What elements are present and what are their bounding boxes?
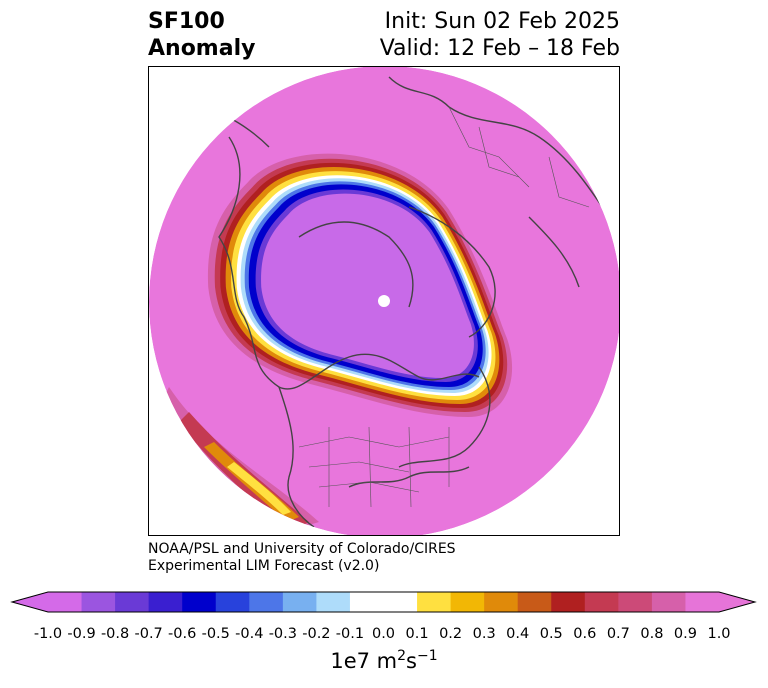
colorbar-tick-label: -0.4: [235, 626, 264, 642]
colorbar-tick-label: 0.9: [673, 626, 697, 642]
colorbar-cell: [81, 592, 116, 612]
colorbar-tick-label: 0.2: [439, 626, 463, 642]
colorbar-cell: [215, 592, 250, 612]
colorbar-cell: [685, 592, 720, 612]
central-low-core: [261, 193, 474, 378]
north-pole-marker: [378, 295, 390, 307]
colorbar-tick-label: 0.4: [506, 626, 530, 642]
data-credit: NOAA/PSL and University of Colorado/CIRE…: [148, 541, 456, 575]
colorbar-cell: [383, 592, 418, 612]
colorbar-cell: [115, 592, 150, 612]
units-base: 1e7 m: [330, 649, 398, 673]
colorbar-cell: [551, 592, 586, 612]
colorbar-tick-label: -0.5: [201, 626, 230, 642]
colorbar-tick-label: -0.6: [168, 626, 197, 642]
units-mid: s: [406, 649, 417, 673]
colorbar-tick-label: 0.3: [472, 626, 496, 642]
colorbar-outline: [10, 591, 757, 613]
colorbar-cell: [349, 592, 384, 612]
colorbar: [10, 591, 757, 613]
political-borders: [298, 106, 590, 508]
colorbar-max-extension: [719, 592, 755, 612]
map-title: SF100 Anomaly: [148, 8, 255, 62]
colorbar-tick-label: -0.8: [100, 626, 130, 642]
title-variable: SF100: [148, 9, 225, 34]
forecast-dates: Init: Sun 02 Feb 2025 Valid: 12 Feb – 18…: [380, 8, 620, 62]
colorbar-tick-label: 0.1: [405, 626, 429, 642]
colorbar-tick-label: 0.0: [371, 626, 396, 642]
init-date: Init: Sun 02 Feb 2025: [384, 9, 620, 34]
colorbar-tick-label: 1.0: [707, 626, 731, 642]
credit-institution: NOAA/PSL and University of Colorado/CIRE…: [148, 541, 456, 557]
colorbar-min-extension: [12, 592, 48, 612]
map-panel: [148, 66, 620, 536]
colorbar-tick-label: 0.6: [573, 626, 597, 642]
units-exp1: 2: [397, 648, 407, 664]
colorbar-tick-label: 0.8: [640, 626, 664, 642]
colorbar-cell: [517, 592, 552, 612]
colorbar-cell: [316, 592, 351, 612]
colorbar-cell: [484, 592, 519, 612]
colorbar-tick-label: -0.9: [67, 626, 96, 642]
colorbar-cell: [584, 592, 619, 612]
credit-product: Experimental LIM Forecast (v2.0): [148, 558, 380, 574]
colorbar-tick-label: -0.7: [134, 626, 163, 642]
title-type: Anomaly: [148, 36, 256, 61]
colorbar-units: 1e7 m2s−1: [0, 648, 768, 673]
colorbar-cell: [450, 592, 485, 612]
colorbar-tick-labels: -1.0 -0.9 -0.8 -0.7 -0.6 -0.5 -0.4 -0.3 -0.2 -0.1…: [0, 626, 768, 646]
colorbar-cell: [282, 592, 317, 612]
colorbar-tick-label: -1.0: [33, 626, 63, 642]
colorbar-tick-label: 0.7: [606, 626, 630, 642]
units-exp2: −1: [417, 648, 438, 664]
colorbar-tick-label: -0.2: [302, 626, 331, 642]
colorbar-cell: [48, 592, 83, 612]
colorbar-tick-label: 0.5: [539, 626, 563, 642]
anomaly-wedge-core: [227, 462, 291, 515]
polar-projection-map: [149, 67, 619, 535]
colorbar-cell: [417, 592, 452, 612]
colorbar-tick-label: -0.3: [268, 626, 297, 642]
colorbar-cell: [651, 592, 686, 612]
colorbar-cell: [148, 592, 183, 612]
colorbar-tick-label: -0.1: [335, 626, 365, 642]
valid-range: Valid: 12 Feb – 18 Feb: [379, 36, 620, 61]
colorbar-cell: [618, 592, 653, 612]
colorbar-cell: [249, 592, 284, 612]
colorbar-cell: [182, 592, 217, 612]
